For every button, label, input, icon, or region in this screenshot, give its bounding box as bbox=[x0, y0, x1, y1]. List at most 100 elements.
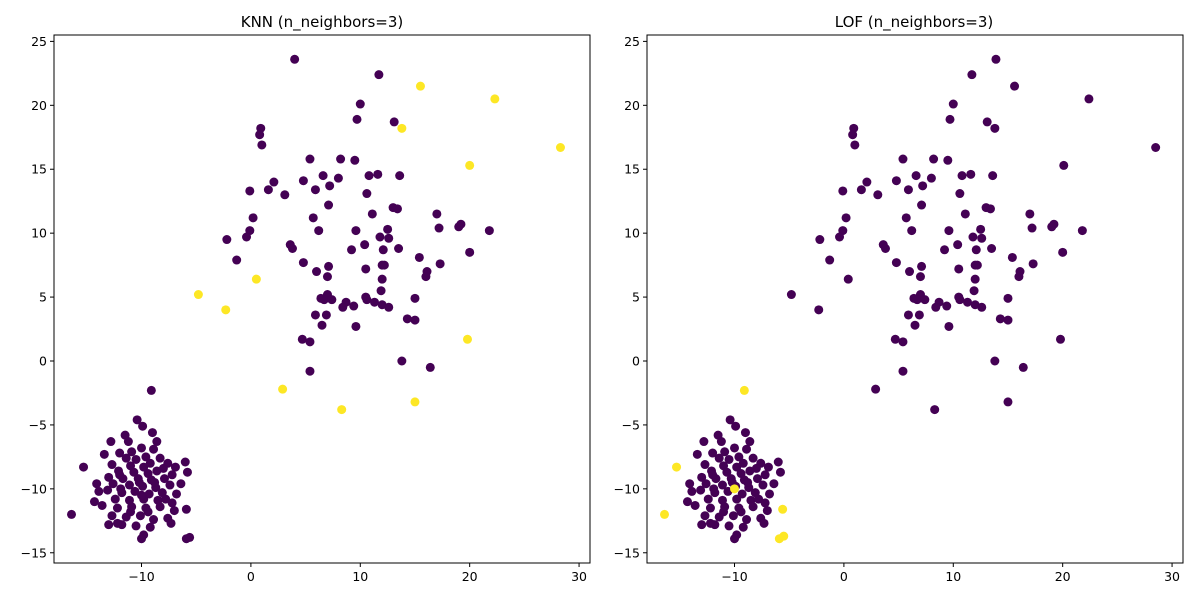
outlier-point bbox=[778, 504, 788, 514]
inlier-point bbox=[103, 485, 113, 495]
inlier-point bbox=[732, 494, 742, 504]
inlier-point bbox=[705, 518, 715, 528]
inlier-point bbox=[152, 466, 162, 476]
inlier-point bbox=[957, 171, 967, 181]
inlier-point bbox=[709, 484, 719, 494]
x-tick-label: 10 bbox=[945, 569, 961, 584]
outlier-point bbox=[779, 531, 789, 541]
y-tick-label: 20 bbox=[624, 98, 640, 113]
tick-group: −10 0 10 20 30 −15 −10 −5 0 5 10 15 20 25 bbox=[614, 34, 1180, 584]
inlier-point bbox=[699, 437, 709, 447]
inlier-point bbox=[322, 272, 332, 282]
axes-frame bbox=[53, 34, 591, 564]
inlier-point bbox=[377, 274, 387, 284]
outlier-point bbox=[660, 509, 670, 519]
inlier-point bbox=[364, 171, 374, 181]
inlier-point bbox=[759, 518, 769, 528]
inlier-point bbox=[110, 494, 120, 504]
inlier-point bbox=[708, 470, 718, 480]
inlier-point bbox=[137, 490, 147, 500]
inlier-point bbox=[374, 70, 384, 80]
inlier-point bbox=[926, 173, 936, 183]
inlier-point bbox=[333, 173, 343, 183]
inlier-point bbox=[976, 224, 986, 234]
inlier-point bbox=[425, 362, 435, 372]
x-tick-label: 20 bbox=[1055, 569, 1071, 584]
outlier-point bbox=[462, 334, 472, 344]
inlier-point bbox=[907, 226, 917, 236]
inlier-point bbox=[815, 235, 825, 245]
inlier-point bbox=[139, 462, 149, 472]
inlier-point bbox=[760, 498, 770, 508]
inlier-point bbox=[1018, 362, 1028, 372]
inlier-point bbox=[392, 204, 402, 214]
inlier-point bbox=[1025, 209, 1035, 219]
inlier-point bbox=[116, 484, 126, 494]
inlier-point bbox=[280, 190, 290, 200]
y-tick-label: −10 bbox=[21, 481, 47, 496]
inlier-point bbox=[149, 444, 159, 454]
inlier-point bbox=[786, 290, 796, 300]
inlier-point bbox=[1151, 143, 1161, 153]
inlier-point bbox=[905, 267, 915, 277]
inlier-point bbox=[942, 301, 952, 311]
inlier-point bbox=[940, 245, 950, 255]
inlier-point bbox=[185, 532, 195, 542]
inlier-point bbox=[748, 453, 758, 463]
inlier-point bbox=[743, 477, 753, 487]
inlier-point bbox=[970, 260, 980, 270]
inlier-point bbox=[104, 520, 114, 530]
inlier-point bbox=[263, 185, 273, 195]
inlier-point bbox=[129, 467, 139, 477]
inlier-point bbox=[700, 460, 710, 470]
inlier-point bbox=[104, 472, 114, 482]
inlier-point bbox=[149, 515, 159, 525]
inlier-point bbox=[1003, 293, 1013, 303]
inlier-point bbox=[67, 509, 77, 519]
inlier-point bbox=[690, 500, 700, 510]
inlier-point bbox=[890, 334, 900, 344]
y-tick-label: 20 bbox=[31, 98, 47, 113]
inlier-point bbox=[376, 286, 386, 296]
inlier-point bbox=[131, 521, 141, 531]
inlier-point bbox=[697, 520, 707, 530]
inlier-point bbox=[701, 479, 711, 489]
inlier-point bbox=[1003, 397, 1013, 407]
inlier-point bbox=[960, 209, 970, 219]
inlier-point bbox=[318, 171, 328, 181]
inlier-point bbox=[717, 480, 727, 490]
y-tick-label: 0 bbox=[632, 354, 640, 369]
inlier-point bbox=[454, 222, 464, 232]
inlier-point bbox=[389, 117, 399, 127]
inlier-point bbox=[375, 232, 385, 242]
inlier-point bbox=[856, 185, 866, 195]
inlier-point bbox=[169, 506, 179, 516]
outlier-point bbox=[221, 305, 231, 315]
inlier-point bbox=[929, 154, 939, 164]
chart-title: KNN (n_neighbors=3) bbox=[241, 13, 403, 32]
inlier-point bbox=[107, 460, 117, 470]
inlier-point bbox=[373, 169, 383, 179]
inlier-point bbox=[1007, 252, 1017, 262]
inlier-point bbox=[1055, 334, 1065, 344]
x-tick-label: 30 bbox=[1164, 569, 1180, 584]
inlier-point bbox=[115, 470, 125, 480]
inlier-point bbox=[138, 421, 148, 431]
outlier-point bbox=[337, 405, 347, 415]
inlier-point bbox=[316, 293, 326, 303]
inlier-point bbox=[336, 154, 346, 164]
inlier-point bbox=[985, 204, 995, 214]
inlier-point bbox=[347, 245, 357, 255]
inlier-point bbox=[722, 467, 732, 477]
inlier-point bbox=[248, 213, 258, 223]
x-tick-label: 0 bbox=[247, 569, 255, 584]
inlier-point bbox=[152, 437, 162, 447]
inlier-point bbox=[147, 428, 157, 438]
inlier-point bbox=[910, 320, 920, 330]
inlier-point bbox=[132, 415, 142, 425]
inlier-point bbox=[395, 171, 405, 181]
inlier-point bbox=[165, 480, 175, 490]
inlier-point bbox=[99, 449, 109, 459]
y-tick-label: 10 bbox=[31, 226, 47, 241]
